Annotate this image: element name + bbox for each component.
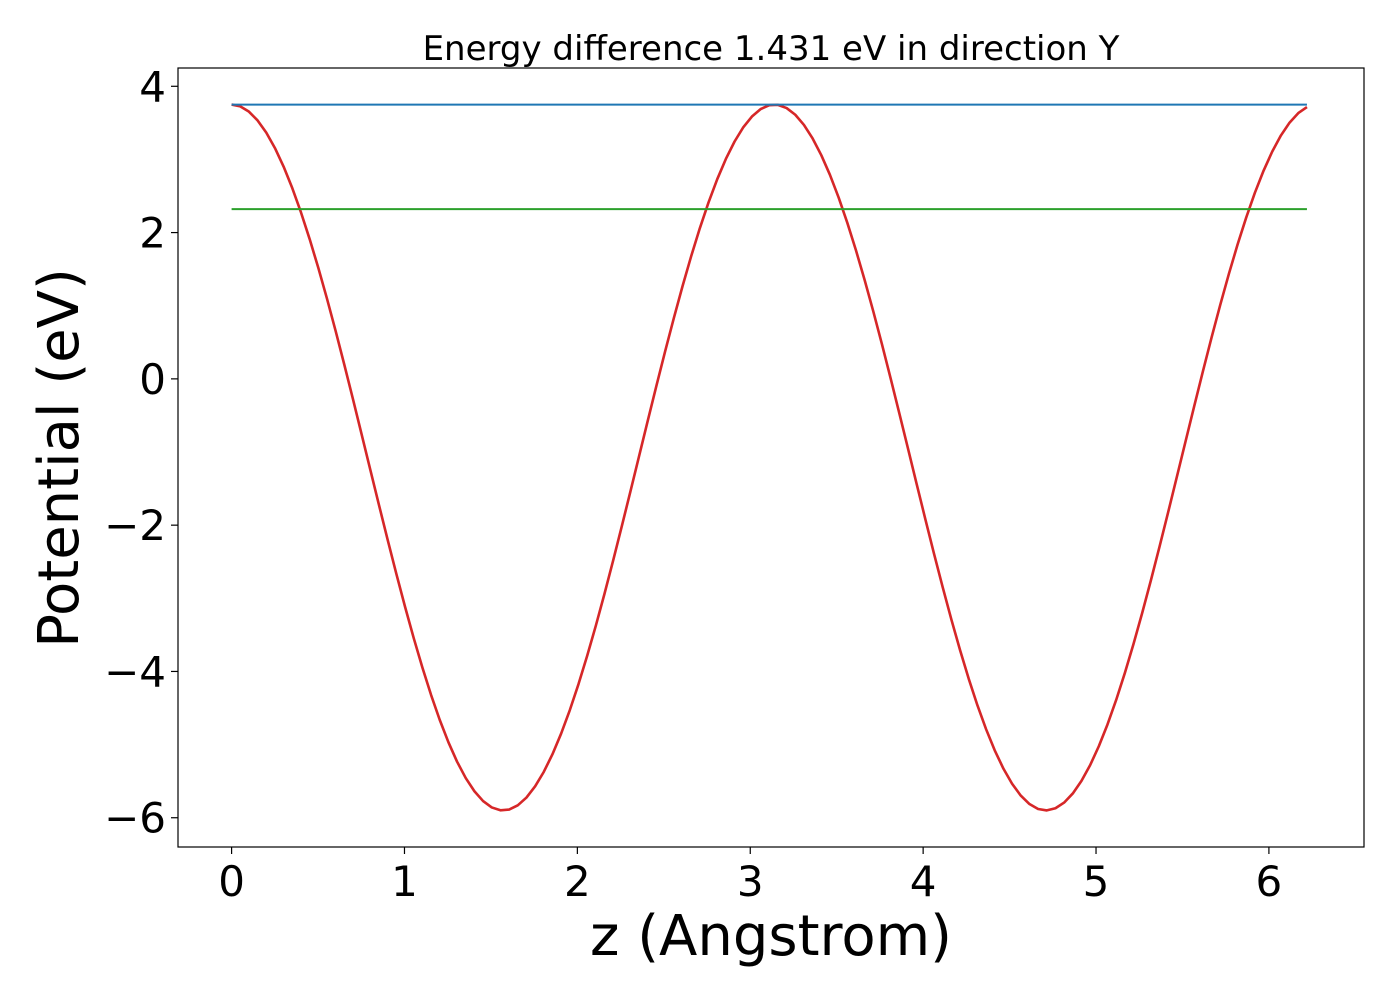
y-tick-label: −6 <box>104 794 166 843</box>
chart-title: Energy difference 1.431 eV in direction … <box>423 29 1120 69</box>
y-tick-label: −2 <box>104 501 166 550</box>
x-tick-label: 1 <box>391 857 418 906</box>
y-axis-title: Potential (eV) <box>27 268 92 648</box>
x-tick-label: 6 <box>1256 857 1283 906</box>
y-tick-label: 0 <box>139 355 166 404</box>
x-tick-label: 0 <box>218 857 245 906</box>
plot-area: 0 1 2 3 4 5 6 4 2 0 −2 −4 −6 <box>104 62 1365 906</box>
y-tick-label: −4 <box>104 647 166 696</box>
x-tick-label: 2 <box>564 857 591 906</box>
y-tick-label: 2 <box>139 209 166 258</box>
series-curve-potential <box>231 103 1308 812</box>
x-tick-label: 4 <box>910 857 937 906</box>
x-axis-title: z (Angstrom) <box>590 904 952 969</box>
plot-frame <box>177 67 1365 848</box>
x-tick-label: 3 <box>737 857 764 906</box>
y-tick-label: 4 <box>139 62 166 111</box>
x-tick-label: 5 <box>1083 857 1110 906</box>
